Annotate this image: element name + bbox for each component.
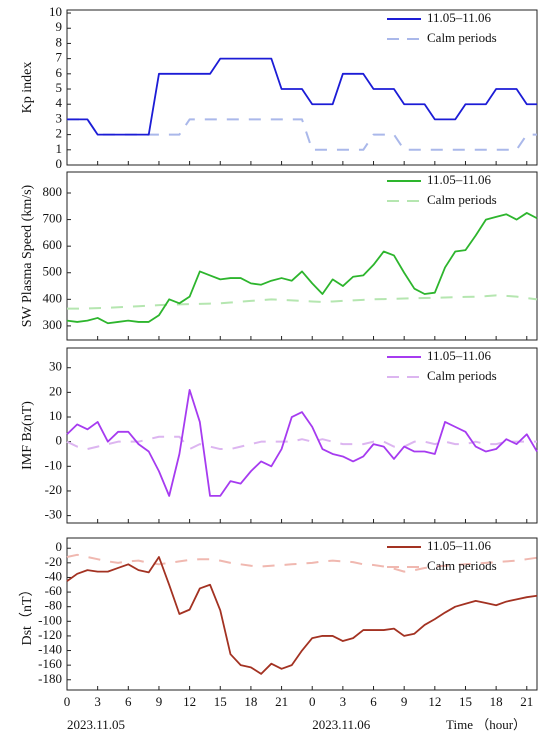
y-tick-label: 30 <box>49 359 62 374</box>
y-tick-label: 5 <box>56 80 63 95</box>
legend-label: 11.05–11.06 <box>427 538 492 553</box>
x-tick-label: 15 <box>459 694 472 709</box>
y-tick-label: 3 <box>56 110 63 125</box>
series-line <box>66 435 537 451</box>
y-axis-label: Kp index <box>20 62 35 114</box>
x-tick-label: 6 <box>125 694 132 709</box>
x-tick-label: 21 <box>275 694 288 709</box>
x-tick-label: 18 <box>490 694 503 709</box>
series-line <box>66 389 538 497</box>
y-tick-label: 2 <box>56 126 63 141</box>
y-tick-label: 10 <box>49 408 62 423</box>
x-tick-label: 0 <box>64 694 71 709</box>
y-tick-label: -120 <box>38 627 62 642</box>
x-tick-label: 6 <box>370 694 377 709</box>
legend-label: Calm periods <box>427 192 497 207</box>
y-tick-label: -10 <box>45 457 62 472</box>
y-tick-label: -60 <box>45 583 62 598</box>
y-tick-label: -20 <box>45 554 62 569</box>
y-axis-label: Dst（nT） <box>19 583 35 646</box>
series-line <box>67 294 538 310</box>
series-line <box>66 212 538 325</box>
y-tick-label: -30 <box>45 507 62 522</box>
y-tick-label: 600 <box>43 237 63 252</box>
legend-label: 11.05–11.06 <box>427 172 492 187</box>
legend-label: 11.05–11.06 <box>427 10 492 25</box>
y-axis-label: SW Plasma Speed (km/s) <box>20 184 35 327</box>
x-tick-label: 12 <box>428 694 441 709</box>
y-tick-label: -160 <box>38 656 62 671</box>
x-tick-label: 0 <box>309 694 316 709</box>
y-tick-label: 0 <box>56 539 63 554</box>
legend-label: Calm periods <box>427 368 497 383</box>
y-tick-label: 0 <box>56 156 63 171</box>
legend-label: Calm periods <box>427 30 497 45</box>
y-tick-label: 800 <box>43 184 63 199</box>
y-tick-label: 500 <box>43 264 63 279</box>
y-tick-label: 8 <box>56 34 63 49</box>
plot-frame <box>66 171 538 341</box>
y-tick-label: 1 <box>56 141 63 156</box>
x-tick-label: 9 <box>401 694 408 709</box>
y-tick-label: 400 <box>43 290 63 305</box>
y-tick-label: -140 <box>38 642 62 657</box>
y-tick-label: 10 <box>49 4 62 19</box>
plot-frame <box>66 537 538 691</box>
plot-frame <box>66 9 538 166</box>
y-tick-label: -40 <box>45 568 62 583</box>
x-tick-label: 18 <box>244 694 257 709</box>
y-tick-label: 9 <box>56 19 63 34</box>
series-line <box>67 118 537 151</box>
y-tick-label: 700 <box>43 211 63 226</box>
x-tick-label: 9 <box>156 694 163 709</box>
x-axis-label: Time （hour） <box>446 717 526 732</box>
date-label: 2023.11.06 <box>312 717 371 732</box>
y-tick-label: 6 <box>56 65 63 80</box>
y-tick-label: -100 <box>38 612 62 627</box>
x-tick-label: 21 <box>520 694 533 709</box>
y-tick-label: 4 <box>56 95 63 110</box>
date-label: 2023.11.05 <box>67 717 125 732</box>
y-tick-label: -80 <box>45 598 62 613</box>
plot-frame <box>66 347 538 524</box>
y-tick-label: -20 <box>45 482 62 497</box>
series-line <box>66 556 538 675</box>
legend-label: Calm periods <box>427 558 497 573</box>
x-tick-label: 12 <box>183 694 196 709</box>
series-line <box>67 57 537 136</box>
x-tick-label: 3 <box>94 694 101 709</box>
y-tick-label: 300 <box>43 317 63 332</box>
y-tick-label: -180 <box>38 671 62 686</box>
y-axis-label: IMF Bz(nT) <box>20 401 35 470</box>
y-tick-label: 20 <box>49 383 62 398</box>
x-tick-label: 3 <box>340 694 347 709</box>
legend-label: 11.05–11.06 <box>427 348 492 363</box>
x-tick-label: 15 <box>214 694 227 709</box>
y-tick-label: 0 <box>56 433 63 448</box>
y-tick-label: 7 <box>56 50 63 65</box>
